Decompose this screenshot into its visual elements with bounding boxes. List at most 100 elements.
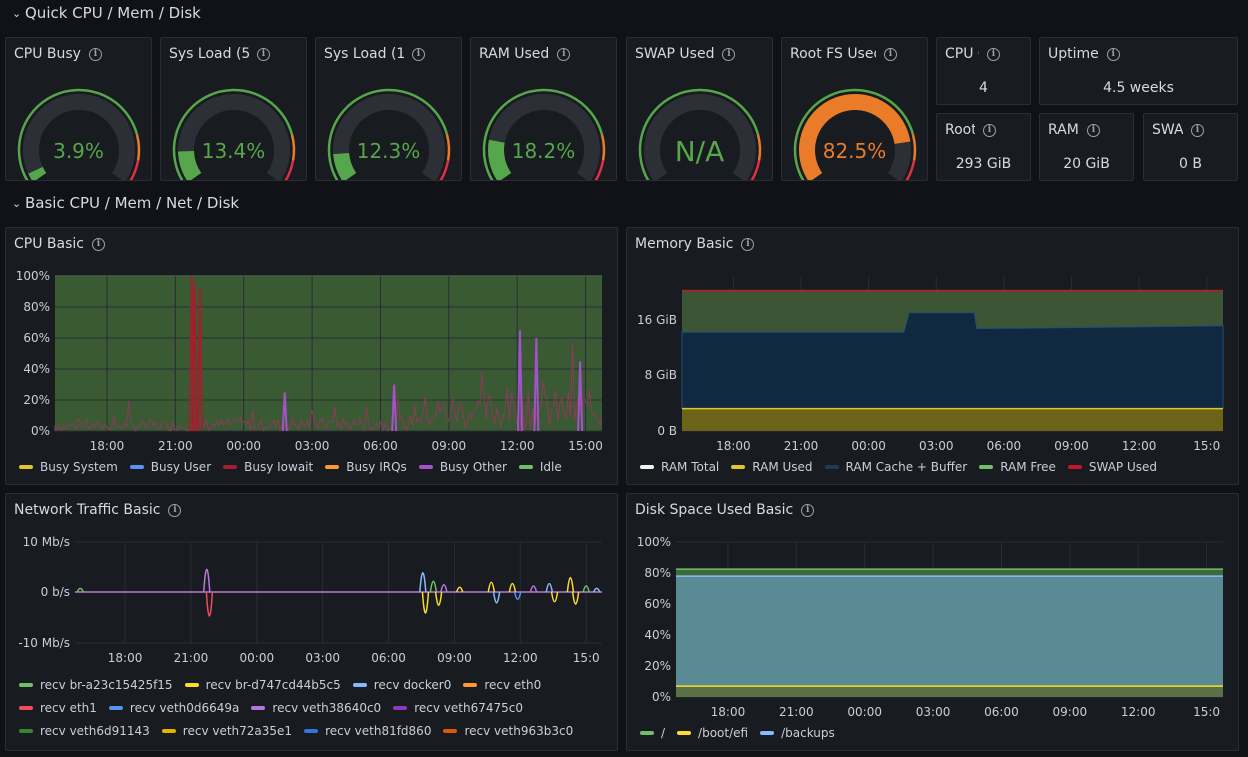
x-tick-label: 15:0 — [1193, 705, 1220, 719]
x-tick-label: 09:00 — [1053, 705, 1088, 719]
legend-item[interactable]: Busy User — [129, 460, 212, 474]
legend-item[interactable]: recv br-d747cd44b5c5 — [184, 678, 341, 692]
legend-label: Busy IRQs — [346, 460, 407, 474]
info-icon[interactable]: i — [983, 123, 996, 137]
info-icon[interactable]: i — [722, 47, 736, 61]
gauge-dial — [793, 88, 917, 180]
x-tick-label: 03:00 — [919, 439, 954, 453]
info-icon[interactable]: i — [168, 503, 182, 517]
legend-swatch — [223, 465, 238, 469]
legend-label: Busy System — [40, 460, 118, 474]
busy-series-line — [54, 342, 603, 433]
legend-item[interactable]: RAM Cache + Buffer — [824, 460, 967, 474]
legend-swatch — [19, 683, 33, 687]
info-icon[interactable]: i — [801, 503, 815, 517]
legend-label: Busy Iowait — [244, 460, 314, 474]
legend-item[interactable]: recv veth6d91143 — [19, 724, 150, 738]
disk-basic-panel: Disk Space Used Basic i 100% 80% 60% 40% 20% 0… — [626, 493, 1239, 751]
traffic-burst — [593, 587, 601, 593]
gauge-threshold-green — [793, 88, 915, 180]
x-tick-label: 21:00 — [174, 651, 209, 665]
legend-item[interactable]: RAM Total — [640, 460, 719, 474]
info-icon[interactable]: i — [257, 47, 270, 61]
network-basic-panel: Network Traffic Basic i 10 Mb/s 0 b/s -10 M… — [5, 493, 618, 751]
legend-label: recv veth0d6649a — [129, 701, 240, 715]
info-icon[interactable]: i — [88, 47, 102, 61]
row-toggle-basic[interactable]: ⌄ Basic CPU / Mem / Net / Disk — [12, 194, 239, 212]
y-tick-label: 60% — [644, 597, 671, 611]
legend-item[interactable]: Busy System — [19, 460, 118, 474]
network-basic-chart[interactable]: 10 Mb/s 0 b/s -10 Mb/s 18:00 21:00 00:00 03:00… — [6, 530, 617, 710]
legend-item[interactable]: recv veth72a35e1 — [161, 724, 293, 738]
info-icon[interactable]: i — [1106, 47, 1120, 61]
legend-item[interactable]: Idle — [518, 460, 562, 474]
row-toggle-quick[interactable]: ⌄ Quick CPU / Mem / Disk — [12, 4, 201, 22]
row-title-basic: Basic CPU / Mem / Net / Disk — [25, 194, 240, 212]
stat-value: 293 GiB — [955, 156, 1012, 172]
legend-item[interactable]: recv br-a23c15425f15 — [19, 678, 173, 692]
legend-item[interactable]: recv docker0 — [352, 678, 451, 692]
x-tick-label: 12:00 — [1122, 439, 1157, 453]
info-icon[interactable]: i — [1191, 123, 1204, 137]
legend-item[interactable]: Busy Iowait — [223, 460, 313, 474]
backups-area — [676, 576, 1223, 687]
gauge-dial — [17, 88, 141, 180]
legend-item[interactable]: Busy IRQs — [325, 460, 407, 474]
legend-item[interactable]: /backups — [760, 726, 835, 740]
legend-item[interactable]: recv veth963b3c0 — [443, 724, 573, 738]
legend-item[interactable]: / — [640, 726, 665, 740]
memory-basic-chart[interactable]: 16 GiB 8 GiB 0 B 18:00 21:00 00:00 03:00 06:00 0… — [627, 264, 1238, 474]
legend-item[interactable]: Busy Other — [418, 460, 507, 474]
info-icon[interactable]: i — [987, 47, 1000, 61]
info-icon[interactable]: i — [91, 237, 105, 251]
legend-label: recv veth72a35e1 — [182, 724, 293, 738]
y-tick-label: 40% — [23, 362, 50, 376]
traffic-burst — [440, 584, 448, 593]
legend-item[interactable]: SWAP Used — [1067, 460, 1157, 474]
legend-item[interactable]: RAM Free — [979, 460, 1056, 474]
y-tick-label: 40% — [644, 628, 671, 642]
gauge-track — [333, 94, 445, 180]
legend-label: RAM Used — [752, 460, 813, 474]
x-tick-label: 03:00 — [305, 651, 340, 665]
info-icon[interactable]: i — [1087, 123, 1100, 137]
legend-item[interactable]: RAM Used — [731, 460, 813, 474]
legend-label: Busy User — [150, 460, 212, 474]
y-tick-label: 20% — [23, 393, 50, 407]
legend-swatch — [325, 465, 340, 469]
legend-item[interactable]: recv eth1 — [19, 701, 97, 715]
cpu-basic-chart[interactable]: 100% 80% 60% 40% 20% 0% 18:00 21:00 00:00 03:00 06… — [6, 264, 617, 474]
legend-item[interactable]: recv veth0d6649a — [108, 701, 240, 715]
gauge-panel: RAM Used i 18.2% — [470, 37, 617, 181]
x-tick-label: 00:00 — [847, 705, 882, 719]
busy-spike — [191, 282, 198, 432]
panel-title: CPU Busy i — [14, 46, 102, 62]
legend-label: Busy Other — [439, 460, 507, 474]
gauge-value: 82.5% — [822, 139, 887, 163]
info-icon[interactable]: i — [557, 47, 571, 61]
cpu-basic-legend: Busy System Busy User Busy Iowait Busy IRQs… — [19, 460, 562, 474]
info-icon[interactable]: i — [884, 47, 897, 61]
x-tick-label: 00:00 — [240, 651, 275, 665]
y-tick-label: 0 b/s — [41, 585, 70, 599]
legend-item[interactable]: recv eth0 — [463, 678, 541, 692]
info-icon[interactable]: i — [741, 237, 755, 251]
stat-value: 0 B — [1179, 156, 1202, 172]
legend-item[interactable]: recv veth67475c0 — [393, 701, 523, 715]
gauge-dial — [327, 88, 451, 180]
legend-swatch — [19, 729, 33, 733]
info-icon[interactable]: i — [412, 47, 425, 61]
legend-swatch — [19, 706, 33, 710]
legend-item[interactable]: /boot/efi — [677, 726, 748, 740]
disk-basic-legend: / /boot/efi/backups — [640, 726, 835, 740]
panel-title: Sys Load (5m avg)i — [169, 46, 270, 62]
legend-item[interactable]: recv veth38640c0 — [251, 701, 381, 715]
legend-swatch — [824, 465, 839, 469]
legend-label: recv veth963b3c0 — [464, 724, 574, 738]
panel-title: Network Traffic Basic i — [14, 502, 182, 518]
disk-basic-chart[interactable]: 100% 80% 60% 40% 20% 0% 18:00 21:00 00:00 03:00 06… — [627, 530, 1238, 730]
legend-label: recv veth67475c0 — [414, 701, 523, 715]
legend-item[interactable]: recv veth81fd860 — [304, 724, 431, 738]
x-tick-label: 09:00 — [437, 651, 472, 665]
